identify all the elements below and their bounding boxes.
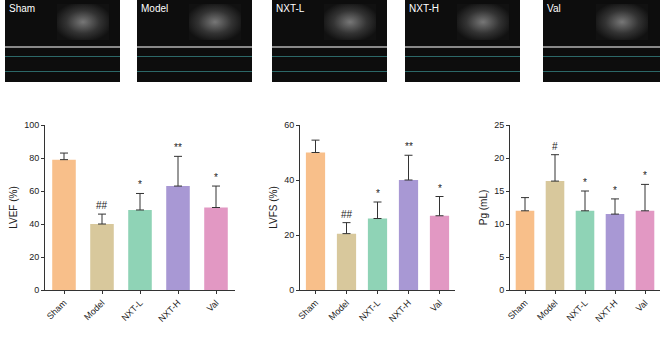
svg-text:100: 100 — [24, 120, 39, 130]
svg-text:25: 25 — [494, 120, 504, 130]
svg-text:10: 10 — [494, 219, 504, 229]
svg-text:60: 60 — [284, 120, 294, 130]
svg-text:0: 0 — [289, 285, 294, 295]
svg-text:NXT-L: NXT-L — [119, 298, 144, 323]
svg-text:0: 0 — [499, 285, 504, 295]
svg-text:40: 40 — [284, 175, 294, 185]
html-text:NXT-H: NXT-H — [409, 3, 439, 14]
svg-text:20: 20 — [494, 153, 504, 163]
svg-text:40: 40 — [29, 219, 39, 229]
svg-text:Sham: Sham — [45, 298, 69, 322]
svg-text:*: * — [138, 179, 142, 190]
svg-text:20: 20 — [284, 230, 294, 240]
html-text:NXT-L: NXT-L — [276, 3, 305, 14]
svg-text:0: 0 — [34, 285, 39, 295]
svg-text:Model: Model — [327, 298, 351, 322]
svg-text:Model: Model — [535, 298, 559, 322]
svg-text:#: # — [552, 141, 558, 152]
svg-text:*: * — [613, 185, 617, 196]
svg-text:LVEF (%): LVEF (%) — [8, 186, 19, 229]
svg-text:NXT-L: NXT-L — [564, 298, 589, 323]
html-text:Val: Val — [547, 3, 561, 14]
svg-text:Val: Val — [634, 298, 650, 314]
svg-text:Val: Val — [205, 298, 221, 314]
svg-text:60: 60 — [29, 186, 39, 196]
svg-text:15: 15 — [494, 186, 504, 196]
svg-text:20: 20 — [29, 252, 39, 262]
svg-text:Pg (mL): Pg (mL) — [478, 190, 489, 226]
svg-text:*: * — [643, 170, 647, 181]
svg-text:*: * — [438, 183, 442, 194]
svg-text:Sham: Sham — [296, 298, 320, 322]
html-text:Sham: Sham — [9, 3, 36, 14]
svg-text:NXT-H: NXT-H — [156, 298, 182, 324]
svg-text:*: * — [376, 188, 380, 199]
svg-text:##: ## — [341, 209, 353, 220]
svg-text:LVFS (%): LVFS (%) — [268, 186, 279, 229]
svg-text:5: 5 — [499, 252, 504, 262]
svg-text:**: ** — [405, 141, 413, 152]
svg-text:NXT-H: NXT-H — [593, 298, 619, 324]
html-text:Model: Model — [141, 3, 169, 14]
svg-text:NXT-L: NXT-L — [357, 298, 382, 323]
svg-text:*: * — [583, 177, 587, 188]
svg-text:*: * — [214, 172, 218, 183]
svg-text:NXT-H: NXT-H — [387, 298, 413, 324]
svg-text:Val: Val — [428, 298, 444, 314]
svg-text:Sham: Sham — [506, 298, 530, 322]
svg-text:**: ** — [174, 142, 182, 153]
svg-text:##: ## — [96, 200, 108, 211]
svg-text:Model: Model — [82, 298, 106, 322]
svg-text:80: 80 — [29, 153, 39, 163]
